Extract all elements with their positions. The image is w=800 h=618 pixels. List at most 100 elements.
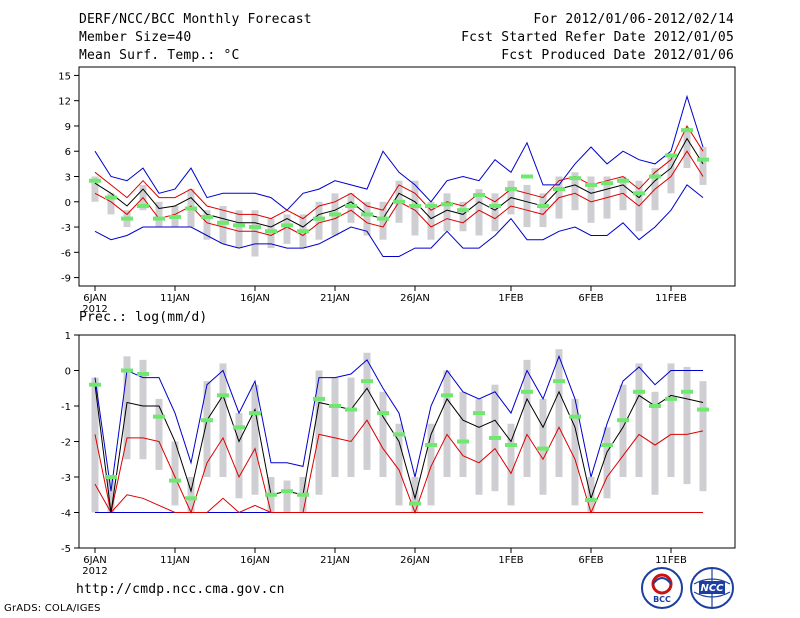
median-marker	[409, 203, 421, 208]
spread-box	[667, 155, 675, 194]
spread-box	[667, 363, 675, 477]
spread-box	[491, 193, 499, 232]
median-marker	[457, 439, 469, 444]
median-marker	[105, 195, 117, 200]
spread-box	[507, 423, 515, 506]
ensemble-mean-line	[94, 137, 704, 228]
spread-box	[235, 210, 243, 249]
median-marker	[617, 178, 629, 183]
x-year-label: 2012	[82, 304, 107, 315]
spread-box	[699, 381, 707, 492]
spread-box	[155, 398, 163, 470]
median-marker	[393, 199, 405, 204]
spread-box	[475, 189, 483, 236]
lower-spread-line	[94, 483, 703, 514]
spread-box	[443, 370, 451, 477]
median-marker	[665, 153, 677, 158]
spread-box	[411, 180, 419, 236]
median-marker	[425, 203, 437, 208]
spread-box	[219, 363, 227, 477]
median-marker	[297, 492, 309, 497]
median-marker	[233, 425, 245, 430]
median-marker	[89, 382, 101, 387]
median-marker	[137, 203, 149, 208]
bcc-logo-text: BCC	[653, 595, 671, 604]
spread-box	[587, 176, 595, 223]
spread-box	[283, 214, 291, 244]
ncc-logo: NCC	[690, 567, 734, 609]
median-marker	[377, 411, 389, 416]
y-tick-label: -1	[61, 402, 71, 413]
median-marker	[441, 202, 453, 207]
median-marker	[313, 216, 325, 221]
source-url[interactable]: http://cmdp.ncc.cma.gov.cn	[76, 582, 285, 597]
median-marker	[201, 214, 213, 219]
median-marker	[169, 214, 181, 219]
median-marker	[105, 475, 117, 479]
spread-box	[91, 377, 99, 513]
spread-box	[539, 193, 547, 228]
median-marker	[473, 411, 485, 416]
y-tick-label: 9	[65, 122, 71, 133]
x-tick-label: 1FEB	[498, 293, 523, 304]
x-tick-label: 26JAN	[400, 555, 430, 566]
median-marker	[601, 181, 613, 186]
x-tick-label: 6FEB	[578, 555, 603, 566]
median-marker	[409, 501, 421, 506]
spread-box	[587, 477, 595, 513]
median-marker	[393, 432, 405, 437]
median-marker	[489, 203, 501, 208]
ensemble-mean-line	[94, 384, 704, 513]
spread-box	[635, 363, 643, 477]
spread-box	[267, 218, 275, 249]
spread-box	[395, 423, 403, 506]
median-marker	[153, 414, 165, 419]
spread-box	[651, 391, 659, 495]
spread-box	[251, 210, 259, 257]
spread-box	[427, 201, 435, 240]
lower-envelope-line	[94, 184, 704, 257]
median-marker	[553, 379, 565, 384]
y-tick-label: 0	[65, 367, 71, 378]
median-marker	[441, 393, 453, 398]
upper-spread-line	[94, 419, 704, 514]
chart-title: DERF/NCC/BCC Monthly Forecast	[79, 12, 312, 27]
forecast-produced-date: Fcst Produced Date 2012/01/06	[501, 48, 734, 63]
median-marker	[281, 223, 293, 228]
median-marker	[169, 478, 181, 483]
x-tick-label: 21JAN	[320, 555, 350, 566]
median-marker	[185, 496, 197, 501]
median-marker	[569, 176, 581, 181]
median-marker	[249, 411, 261, 416]
spread-box	[283, 480, 291, 513]
median-marker	[233, 223, 245, 228]
spread-box	[315, 201, 323, 240]
grads-credit: GrADS: COLA/IGES	[4, 603, 101, 614]
spread-box	[139, 359, 147, 460]
variable-label-temp: Mean Surf. Temp.: °C	[79, 48, 240, 63]
median-marker	[217, 393, 229, 398]
median-marker	[633, 389, 645, 394]
median-marker	[281, 489, 293, 494]
x-tick-label: 11JAN	[160, 555, 190, 566]
spread-box	[619, 384, 627, 477]
ncc-logo-text: NCC	[700, 583, 724, 594]
spread-box	[683, 130, 691, 169]
median-marker	[473, 193, 485, 198]
x-tick-label: 21JAN	[320, 293, 350, 304]
spread-box	[379, 391, 387, 477]
spread-box	[219, 205, 227, 244]
median-marker	[649, 174, 661, 179]
x-tick-label: 6JAN	[83, 293, 106, 304]
spread-box	[203, 210, 211, 240]
spread-box	[123, 356, 131, 460]
median-marker	[201, 418, 213, 423]
median-marker	[569, 414, 581, 419]
spread-box	[347, 377, 355, 477]
spread-box	[603, 427, 611, 499]
x-tick-label: 11FEB	[655, 555, 687, 566]
bcc-logo: BCC	[641, 567, 683, 609]
x-tick-label: 26JAN	[400, 293, 430, 304]
median-marker	[649, 404, 661, 408]
